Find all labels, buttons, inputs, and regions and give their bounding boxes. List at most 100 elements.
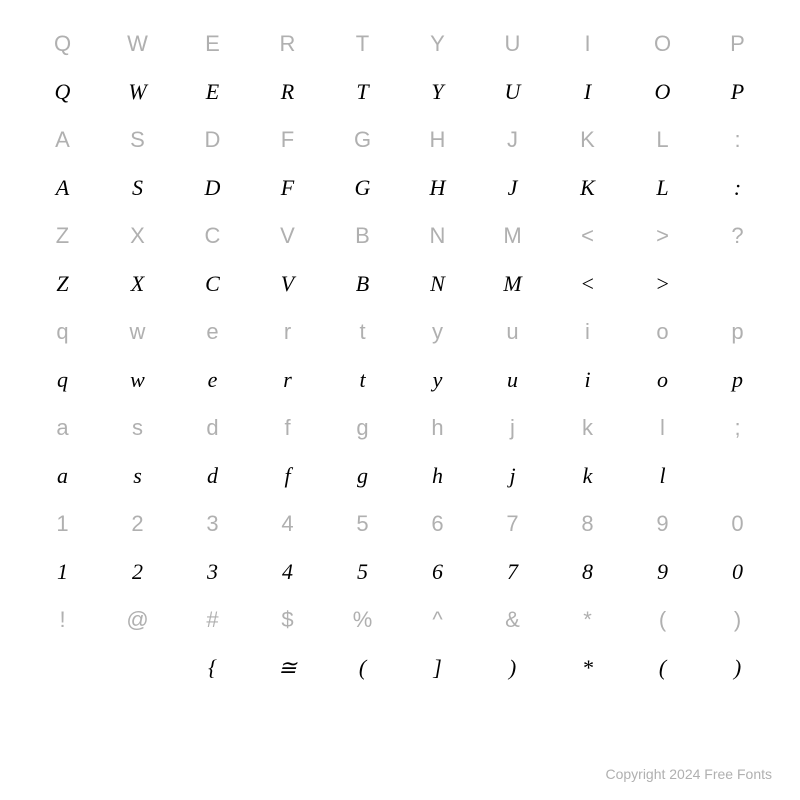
- glyph-cell: e: [175, 356, 250, 404]
- glyph-cell: L: [625, 164, 700, 212]
- glyph-cell: X: [100, 260, 175, 308]
- ref-cell: 2: [100, 500, 175, 548]
- ref-cell: ^: [400, 596, 475, 644]
- ref-cell: P: [700, 20, 775, 68]
- ref-cell: J: [475, 116, 550, 164]
- glyph-cell: S: [100, 164, 175, 212]
- ref-cell: G: [325, 116, 400, 164]
- glyph-cell: O: [625, 68, 700, 116]
- glyph-cell: d: [175, 452, 250, 500]
- ref-cell: T: [325, 20, 400, 68]
- ref-cell: A: [25, 116, 100, 164]
- ref-cell: Y: [400, 20, 475, 68]
- ref-cell: M: [475, 212, 550, 260]
- glyph-cell: J: [475, 164, 550, 212]
- ref-cell: $: [250, 596, 325, 644]
- glyph-cell: p: [700, 356, 775, 404]
- ref-cell: I: [550, 20, 625, 68]
- ref-cell: !: [25, 596, 100, 644]
- ref-cell: %: [325, 596, 400, 644]
- glyph-cell: k: [550, 452, 625, 500]
- glyph-cell: 9: [625, 548, 700, 596]
- glyph-cell: y: [400, 356, 475, 404]
- ref-cell: F: [250, 116, 325, 164]
- ref-cell: X: [100, 212, 175, 260]
- ref-cell: V: [250, 212, 325, 260]
- glyph-cell: K: [550, 164, 625, 212]
- glyph-cell: o: [625, 356, 700, 404]
- ref-cell: :: [700, 116, 775, 164]
- ref-cell: (: [625, 596, 700, 644]
- ref-cell: ?: [700, 212, 775, 260]
- glyph-cell: h: [400, 452, 475, 500]
- glyph-cell: 5: [325, 548, 400, 596]
- ref-cell: g: [325, 404, 400, 452]
- glyph-cell: M: [475, 260, 550, 308]
- ref-cell: <: [550, 212, 625, 260]
- ref-cell: N: [400, 212, 475, 260]
- glyph-cell: E: [175, 68, 250, 116]
- ref-cell: W: [100, 20, 175, 68]
- glyph-cell: 0: [700, 548, 775, 596]
- ref-cell: E: [175, 20, 250, 68]
- ref-cell: e: [175, 308, 250, 356]
- ref-cell: *: [550, 596, 625, 644]
- glyph-cell: (: [325, 644, 400, 692]
- ref-cell: f: [250, 404, 325, 452]
- glyph-cell: H: [400, 164, 475, 212]
- glyph-cell: I: [550, 68, 625, 116]
- glyph-cell: 7: [475, 548, 550, 596]
- glyph-cell: F: [250, 164, 325, 212]
- glyph-cell: j: [475, 452, 550, 500]
- ref-cell: 8: [550, 500, 625, 548]
- ref-cell: 1: [25, 500, 100, 548]
- ref-cell: C: [175, 212, 250, 260]
- ref-cell: d: [175, 404, 250, 452]
- glyph-cell: (: [625, 644, 700, 692]
- ref-cell: @: [100, 596, 175, 644]
- glyph-cell: D: [175, 164, 250, 212]
- glyph-cell: i: [550, 356, 625, 404]
- ref-cell: 4: [250, 500, 325, 548]
- ref-cell: q: [25, 308, 100, 356]
- glyph-cell: >: [625, 260, 700, 308]
- copyright-footer: Copyright 2024 Free Fonts: [605, 766, 772, 782]
- ref-cell: j: [475, 404, 550, 452]
- glyph-cell: s: [100, 452, 175, 500]
- glyph-cell: l: [625, 452, 700, 500]
- character-map-grid: QWERTYUIOPQWERTYUIOPASDFGHJKL:ASDFGHJKL:…: [25, 20, 775, 692]
- ref-cell: y: [400, 308, 475, 356]
- ref-cell: D: [175, 116, 250, 164]
- glyph-cell: Z: [25, 260, 100, 308]
- ref-cell: S: [100, 116, 175, 164]
- glyph-cell: ): [475, 644, 550, 692]
- glyph-cell: <: [550, 260, 625, 308]
- glyph-cell: ]: [400, 644, 475, 692]
- ref-cell: 6: [400, 500, 475, 548]
- glyph-cell: 1: [25, 548, 100, 596]
- glyph-cell: W: [100, 68, 175, 116]
- ref-cell: Z: [25, 212, 100, 260]
- glyph-cell: C: [175, 260, 250, 308]
- ref-cell: 5: [325, 500, 400, 548]
- glyph-cell: R: [250, 68, 325, 116]
- glyph-cell: G: [325, 164, 400, 212]
- ref-cell: p: [700, 308, 775, 356]
- ref-cell: U: [475, 20, 550, 68]
- ref-cell: a: [25, 404, 100, 452]
- ref-cell: r: [250, 308, 325, 356]
- ref-cell: 0: [700, 500, 775, 548]
- glyph-cell: 2: [100, 548, 175, 596]
- glyph-cell: w: [100, 356, 175, 404]
- glyph-cell: V: [250, 260, 325, 308]
- ref-cell: R: [250, 20, 325, 68]
- ref-cell: t: [325, 308, 400, 356]
- glyph-cell: T: [325, 68, 400, 116]
- ref-cell: H: [400, 116, 475, 164]
- ref-cell: 3: [175, 500, 250, 548]
- glyph-cell: f: [250, 452, 325, 500]
- ref-cell: w: [100, 308, 175, 356]
- ref-cell: 9: [625, 500, 700, 548]
- glyph-cell: 8: [550, 548, 625, 596]
- ref-cell: K: [550, 116, 625, 164]
